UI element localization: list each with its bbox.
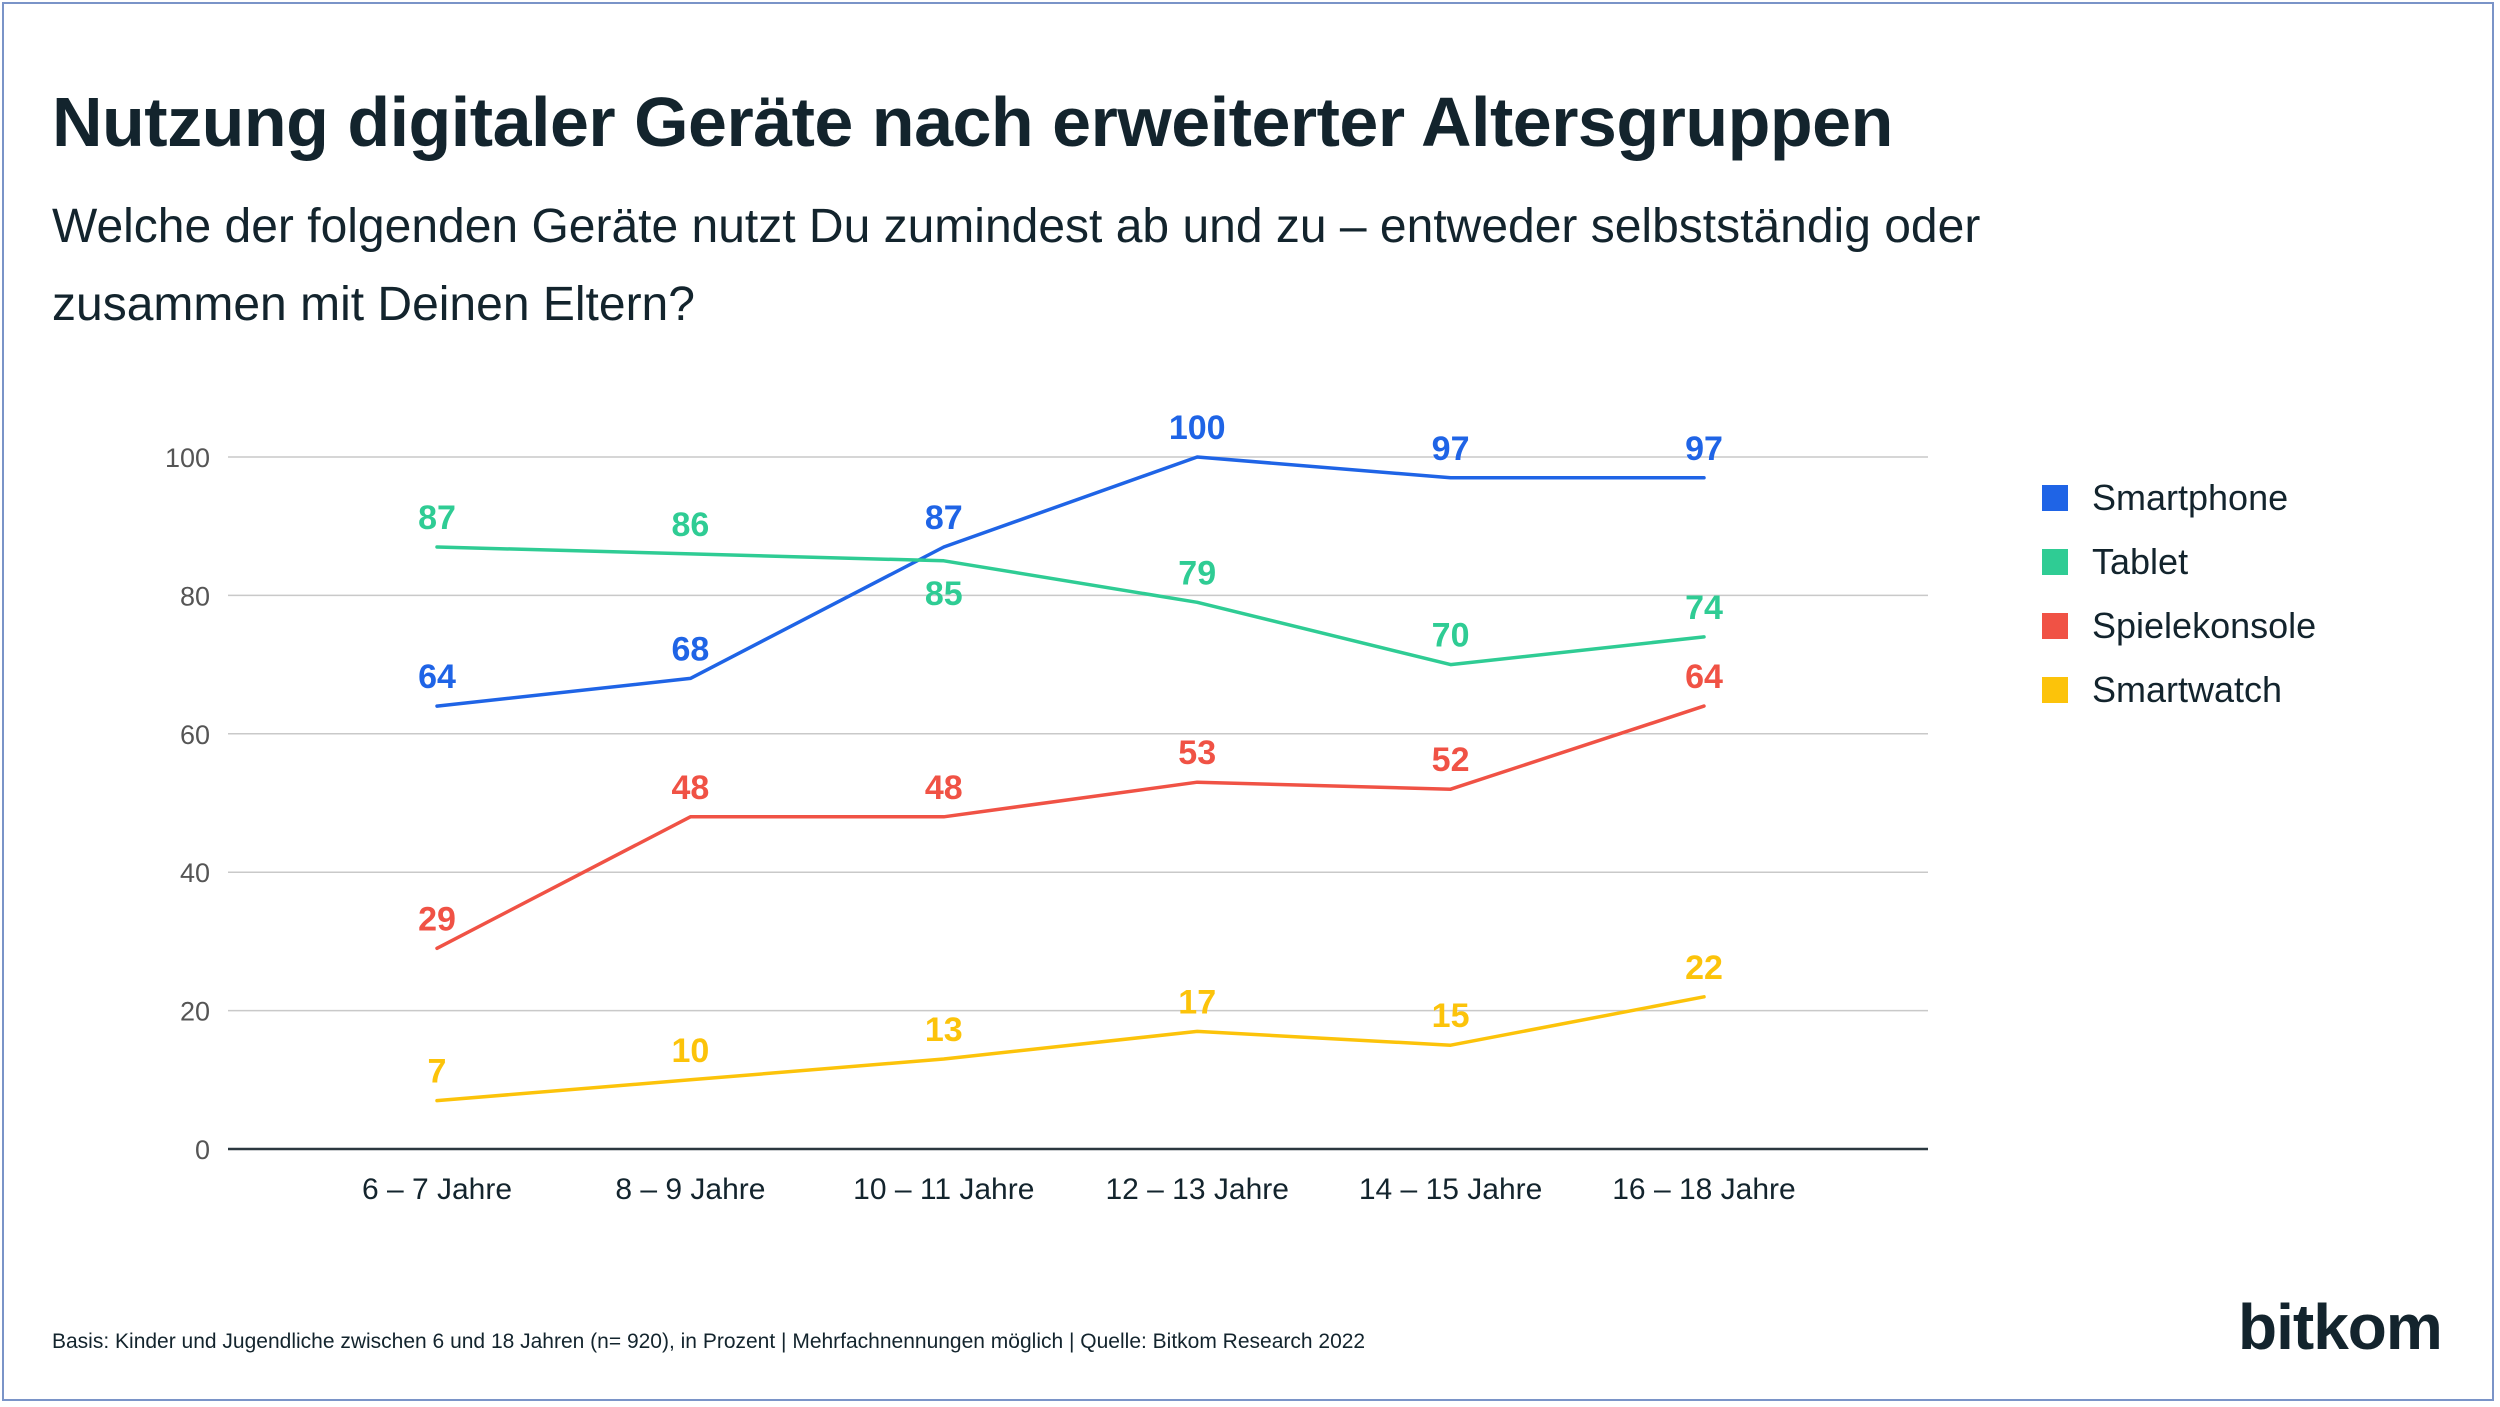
data-label-smartwatch: 17 bbox=[1178, 983, 1216, 1021]
x-tick-label: 8 – 9 Jahre bbox=[615, 1173, 765, 1206]
x-tick-label: 14 – 15 Jahre bbox=[1359, 1173, 1542, 1206]
data-label-spielekonsole: 52 bbox=[1432, 741, 1470, 779]
y-tick-label: 40 bbox=[180, 858, 210, 888]
x-tick-label: 12 – 13 Jahre bbox=[1105, 1173, 1288, 1206]
data-label-smartwatch: 15 bbox=[1432, 997, 1470, 1035]
data-label-tablet: 74 bbox=[1685, 589, 1723, 627]
data-label-tablet: 85 bbox=[925, 575, 963, 613]
x-tick-label: 16 – 18 Jahre bbox=[1612, 1173, 1795, 1206]
legend-label: Smartphone bbox=[2092, 477, 2289, 518]
data-label-tablet: 86 bbox=[671, 506, 709, 544]
y-tick-label: 20 bbox=[180, 997, 210, 1027]
bitkom-logo: bitkom bbox=[2238, 1291, 2443, 1363]
data-label-spielekonsole: 48 bbox=[925, 769, 963, 807]
data-label-smartphone: 97 bbox=[1432, 430, 1470, 468]
data-label-smartwatch: 13 bbox=[925, 1011, 963, 1049]
data-label-smartwatch: 7 bbox=[428, 1053, 447, 1091]
data-label-smartphone: 68 bbox=[671, 630, 709, 668]
y-tick-label: 80 bbox=[180, 581, 210, 611]
chart-subtitle: Welche der folgenden Geräte nutzt Du zum… bbox=[52, 200, 1981, 331]
data-label-tablet: 87 bbox=[418, 499, 456, 537]
data-label-spielekonsole: 53 bbox=[1178, 734, 1216, 772]
legend: Smartphone Tablet Spielekonsole Smartwatch bbox=[2042, 466, 2316, 722]
legend-item-smartphone: Smartphone bbox=[2042, 466, 2316, 530]
data-label-tablet: 79 bbox=[1178, 554, 1216, 592]
grid-lines bbox=[228, 456, 1928, 1151]
y-tick-label: 60 bbox=[180, 720, 210, 750]
data-label-smartwatch: 22 bbox=[1685, 949, 1723, 987]
legend-swatch bbox=[2042, 485, 2068, 511]
legend-item-spielekonsole: Spielekonsole bbox=[2042, 594, 2316, 658]
data-label-smartphone: 97 bbox=[1685, 430, 1723, 468]
legend-label: Tablet bbox=[2092, 541, 2189, 582]
x-tick-label: 10 – 11 Jahre bbox=[853, 1173, 1034, 1206]
legend-item-smartwatch: Smartwatch bbox=[2042, 658, 2316, 722]
x-axis-ticks: 6 – 7 Jahre 8 – 9 Jahre 10 – 11 Jahre 12 – … bbox=[362, 1173, 1796, 1206]
legend-label: Spielekonsole bbox=[2092, 605, 2317, 646]
x-tick-label: 6 – 7 Jahre bbox=[362, 1173, 512, 1206]
series-line-smartphone bbox=[435, 455, 1706, 708]
data-label-tablet: 70 bbox=[1432, 617, 1470, 655]
legend-swatch bbox=[2042, 549, 2068, 575]
series-line-tablet bbox=[435, 545, 1706, 667]
footnote: Basis: Kinder und Jugendliche zwischen 6… bbox=[52, 1330, 1366, 1353]
data-labels: 64 68 87 100 97 97 87 86 85 79 70 74 29 48 48 53 52 64 7 10… bbox=[418, 409, 1723, 1091]
data-label-smartphone: 64 bbox=[418, 658, 456, 696]
data-label-spielekonsole: 64 bbox=[1685, 658, 1723, 696]
series-lines bbox=[435, 455, 1706, 1103]
data-label-smartphone: 87 bbox=[925, 499, 963, 537]
data-label-smartphone: 100 bbox=[1169, 409, 1226, 447]
series-line-smartwatch bbox=[435, 995, 1706, 1103]
series-line-spielekonsole bbox=[435, 704, 1706, 951]
data-label-spielekonsole: 48 bbox=[671, 769, 709, 807]
legend-label: Smartwatch bbox=[2092, 669, 2283, 710]
legend-swatch bbox=[2042, 677, 2068, 703]
chart-title: Nutzung digitaler Geräte nach erweiterte… bbox=[52, 83, 1893, 161]
y-tick-label: 100 bbox=[165, 443, 210, 473]
legend-swatch bbox=[2042, 613, 2068, 639]
legend-item-tablet: Tablet bbox=[2042, 530, 2316, 594]
y-axis-ticks: 0 20 40 60 80 100 bbox=[165, 443, 210, 1165]
data-label-smartwatch: 10 bbox=[671, 1032, 709, 1070]
y-tick-label: 0 bbox=[195, 1135, 210, 1165]
data-label-spielekonsole: 29 bbox=[418, 900, 456, 938]
